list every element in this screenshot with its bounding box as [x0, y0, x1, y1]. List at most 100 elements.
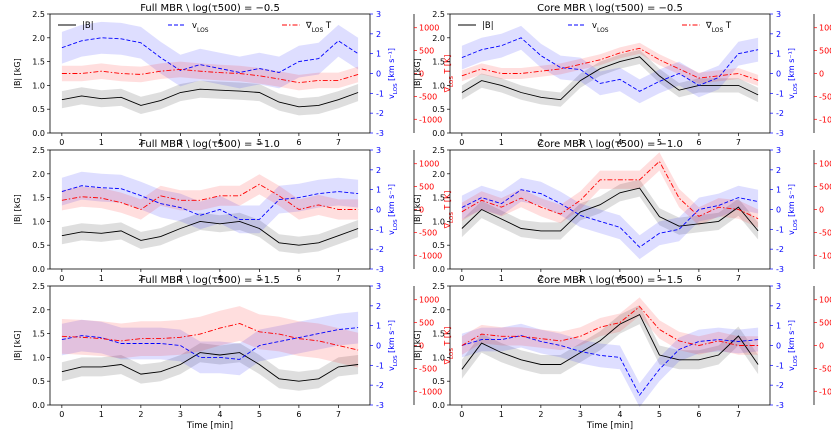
left-tick-label: 2.5	[32, 10, 45, 19]
t-tick-label: -500	[419, 228, 437, 237]
v-tick-label: -2	[376, 109, 384, 118]
left-axis-label: |B| [kG]	[413, 330, 422, 361]
series-t-line-panel-3	[61, 183, 359, 211]
left-tick-label: 0.5	[432, 241, 445, 250]
v-tick-label: -1	[776, 225, 784, 234]
x-tick-label: 7	[336, 274, 341, 283]
series-b-line-panel-2	[461, 56, 759, 101]
panel-title: Full MBR \ log(τ500) = −1.5	[140, 275, 280, 286]
x-tick-label: 6	[696, 410, 701, 419]
left-axis-label: |B| [kG]	[13, 58, 22, 89]
x-tick-label: 6	[296, 410, 301, 419]
left-tick-label: 0.5	[32, 105, 45, 114]
x-tick-label: 0	[59, 410, 64, 419]
v-tick-label: -2	[376, 381, 384, 390]
series-b-line-panel-5	[61, 352, 359, 382]
x-tick-label: 1	[99, 138, 104, 147]
x-tick-label: 2	[138, 138, 143, 147]
x-tick-label: 5	[657, 274, 662, 283]
t-tick-label: 1000	[819, 24, 831, 33]
v-tick-label: 0	[776, 342, 781, 351]
v-tick-label: 2	[376, 302, 381, 311]
band-b-panel-6	[461, 305, 759, 379]
left-axis-label: |B| [kG]	[13, 330, 22, 361]
v-tick-label: 1	[776, 322, 781, 331]
t-tick-label: -1000	[419, 115, 442, 124]
x-axis-label: Time [min]	[186, 421, 233, 431]
v-tick-label: -2	[776, 109, 784, 118]
v-axis-label: vLOS [km s⁻¹]	[387, 48, 399, 99]
left-tick-label: 2.5	[432, 146, 445, 155]
t-tick-label: -1000	[819, 387, 831, 396]
left-tick-label: 0.0	[432, 401, 445, 410]
band-t-panel-2	[461, 42, 759, 86]
series-v-line-panel-2	[461, 37, 759, 92]
left-tick-label: 1.0	[32, 353, 45, 362]
v-tick-label: -3	[376, 265, 384, 274]
band-t-panel-5	[61, 306, 359, 368]
t-axis-label: ∇LOS T [K]	[443, 191, 455, 230]
x-tick-label: 5	[257, 138, 262, 147]
x-tick-label: 1	[499, 274, 504, 283]
t-tick-label: -500	[819, 92, 831, 101]
v-tick-label: -2	[776, 381, 784, 390]
left-tick-label: 2.5	[432, 282, 445, 291]
x-tick-label: 4	[617, 138, 622, 147]
band-b-panel-5	[61, 343, 359, 391]
x-tick-label: 5	[657, 138, 662, 147]
series-v-line-panel-3	[61, 185, 359, 220]
series-t-line-panel-5	[61, 323, 359, 351]
left-tick-label: 2.0	[432, 170, 445, 179]
series-t-line-panel-6	[461, 305, 759, 346]
x-tick-label: 3	[578, 410, 583, 419]
t-tick-label: 500	[819, 47, 831, 56]
chart-panel-6: 0 1 2 3 4 5 6 7 0.0 0.5 1.0 1.5 2.0 2.5 |B| [kG] -3 -2 -1…	[413, 275, 831, 431]
x-tick-label: 3	[178, 138, 183, 147]
t-tick-label: -1000	[419, 251, 442, 260]
left-axis-label: |B| [kG]	[413, 194, 422, 225]
t-tick-label: -1000	[819, 251, 831, 260]
x-tick-label: 0	[459, 410, 464, 419]
v-axis-label: vLOS [km s⁻¹]	[787, 184, 799, 235]
x-tick-label: 1	[499, 138, 504, 147]
band-v-panel-3	[61, 171, 359, 234]
t-axis-label: ∇LOS T [K]	[443, 327, 455, 366]
left-tick-label: 1.5	[432, 58, 445, 67]
chart-panel-2: 0 1 2 3 4 5 6 7 0.0 0.5 1.0 1.5 2.0 2.5 |B| [kG] -3 -2 -1…	[413, 3, 831, 147]
band-t-panel-6	[461, 297, 759, 355]
panel-title: Full MBR \ log(τ500) = −0.5	[140, 3, 280, 14]
x-tick-label: 3	[178, 410, 183, 419]
left-tick-label: 0.0	[32, 265, 45, 274]
x-tick-label: 3	[178, 274, 183, 283]
t-tick-label: 0	[819, 206, 824, 215]
t-tick-label: -1000	[419, 387, 442, 396]
x-tick-label: 0	[459, 138, 464, 147]
t-tick-label: 1000	[419, 24, 439, 33]
v-tick-label: -3	[776, 129, 784, 138]
left-tick-label: 0.5	[32, 241, 45, 250]
v-tick-label: 3	[376, 10, 381, 19]
x-tick-label: 0	[459, 274, 464, 283]
t-tick-label: 500	[419, 183, 434, 192]
x-tick-label: 4	[217, 410, 222, 419]
x-tick-label: 4	[217, 138, 222, 147]
t-tick-label: -1000	[819, 115, 831, 124]
left-tick-label: 0.0	[32, 401, 45, 410]
legend-v-label: vLOS	[592, 21, 609, 34]
left-tick-label: 1.5	[32, 330, 45, 339]
left-axis-label: |B| [kG]	[13, 194, 22, 225]
v-tick-label: 0	[376, 342, 381, 351]
chart-panel-4: 0 1 2 3 4 5 6 7 0.0 0.5 1.0 1.5 2.0 2.5 |B| [kG] -3 -2 -1…	[413, 139, 831, 283]
x-tick-label: 5	[657, 410, 662, 419]
panel-title: Full MBR \ log(τ500) = −1.0	[140, 139, 280, 150]
legend-t-label: ∇LOS T	[705, 21, 732, 34]
x-tick-label: 7	[736, 274, 741, 283]
v-tick-label: 0	[376, 70, 381, 79]
x-tick-label: 4	[217, 274, 222, 283]
v-tick-label: -2	[376, 245, 384, 254]
x-tick-label: 1	[99, 274, 104, 283]
v-tick-label: 2	[776, 30, 781, 39]
series-b-line-panel-1	[61, 88, 359, 108]
x-tick-label: 7	[336, 410, 341, 419]
x-tick-label: 4	[617, 274, 622, 283]
